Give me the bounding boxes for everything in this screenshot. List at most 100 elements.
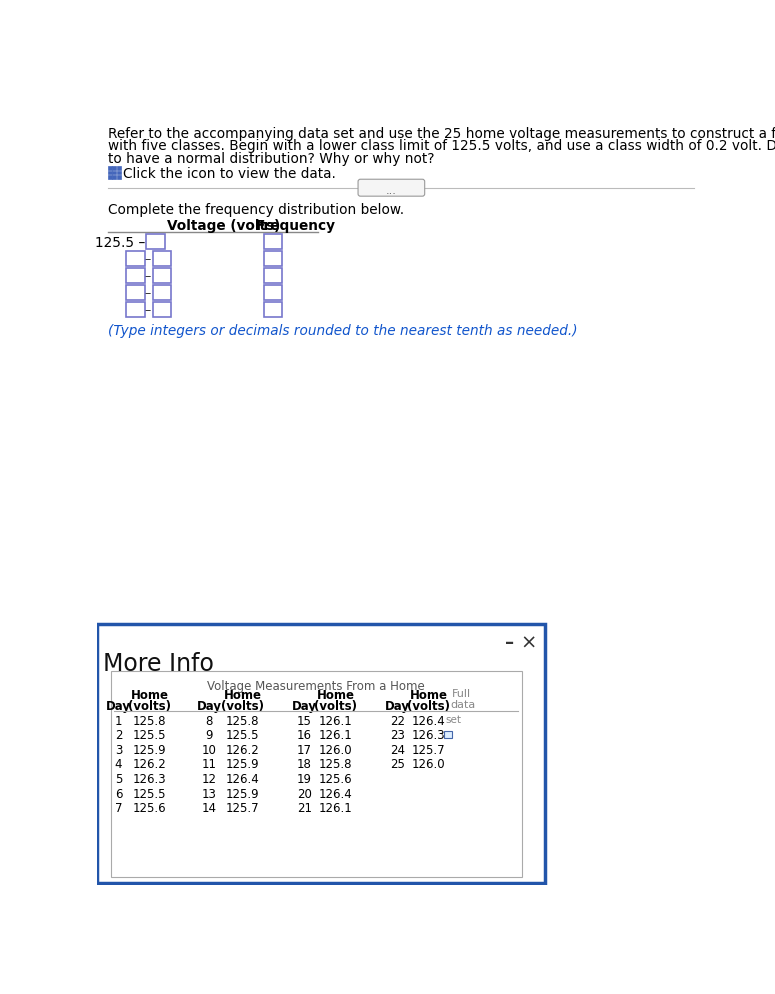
Text: Voltage (volts): Voltage (volts) — [167, 220, 280, 234]
Bar — [153, 302, 171, 318]
Text: 125.6: 125.6 — [133, 801, 167, 814]
Text: with five classes. Begin with a lower class limit of 125.5 volts, and use a clas: with five classes. Begin with a lower cl… — [108, 139, 775, 153]
Text: 125.9: 125.9 — [133, 744, 167, 756]
Text: 7: 7 — [115, 801, 122, 814]
Text: 18: 18 — [297, 757, 312, 770]
Text: ···: ··· — [386, 189, 397, 199]
Text: 125.6: 125.6 — [319, 772, 353, 785]
Bar — [117, 176, 121, 180]
Text: 126.2: 126.2 — [226, 744, 260, 756]
Text: 126.4: 126.4 — [226, 772, 260, 785]
Bar — [264, 285, 282, 301]
Text: Home: Home — [130, 689, 169, 702]
Bar — [146, 235, 165, 250]
Text: 24: 24 — [390, 744, 405, 756]
Text: Day: Day — [106, 699, 131, 713]
Text: –: – — [144, 304, 150, 317]
Text: (volts): (volts) — [314, 699, 357, 713]
Text: 23: 23 — [390, 729, 405, 742]
Text: 14: 14 — [202, 801, 217, 814]
Text: Complete the frequency distribution below.: Complete the frequency distribution belo… — [108, 203, 404, 217]
Text: 6: 6 — [115, 787, 122, 800]
Bar — [126, 302, 145, 318]
Text: 8: 8 — [205, 714, 213, 727]
Bar — [117, 167, 121, 171]
Text: –: – — [144, 270, 150, 283]
Text: 125.8: 125.8 — [319, 757, 353, 770]
Text: 126.1: 126.1 — [319, 729, 353, 742]
Text: (Type integers or decimals rounded to the nearest tenth as needed.): (Type integers or decimals rounded to th… — [108, 324, 577, 338]
Bar — [108, 167, 112, 171]
Text: data: data — [450, 699, 476, 710]
Text: 126.2: 126.2 — [133, 757, 167, 770]
Bar — [97, 624, 545, 883]
Text: 125.7: 125.7 — [412, 744, 446, 756]
Text: 4: 4 — [115, 757, 122, 770]
Text: 125.9: 125.9 — [226, 787, 260, 800]
Text: Home: Home — [316, 689, 355, 702]
Text: set: set — [446, 714, 462, 724]
Text: 9: 9 — [205, 729, 213, 742]
Text: 126.1: 126.1 — [319, 714, 353, 727]
Text: 5: 5 — [115, 772, 122, 785]
Text: 126.0: 126.0 — [319, 744, 353, 756]
Bar — [112, 167, 116, 171]
Bar — [108, 171, 112, 175]
Bar — [153, 285, 171, 301]
Text: 16: 16 — [297, 729, 312, 742]
Text: –: – — [144, 253, 150, 266]
Bar — [111, 672, 522, 877]
Text: 125.5: 125.5 — [226, 729, 260, 742]
Text: 10: 10 — [202, 744, 217, 756]
Text: 126.3: 126.3 — [133, 772, 167, 785]
Text: 15: 15 — [297, 714, 312, 727]
Text: 125.8: 125.8 — [133, 714, 167, 727]
Bar — [264, 268, 282, 284]
Text: 12: 12 — [202, 772, 217, 785]
Bar — [264, 302, 282, 318]
Text: 25: 25 — [390, 757, 405, 770]
Bar — [126, 268, 145, 284]
Bar — [153, 268, 171, 284]
Bar — [112, 176, 116, 180]
Bar — [153, 251, 171, 267]
Bar — [126, 285, 145, 301]
Text: 125.5: 125.5 — [133, 729, 167, 742]
Text: Full: Full — [452, 689, 471, 699]
Text: 126.4: 126.4 — [412, 714, 446, 727]
Text: Home: Home — [223, 689, 262, 702]
Bar — [112, 171, 116, 175]
Text: Day: Day — [385, 699, 410, 713]
Text: 20: 20 — [297, 787, 312, 800]
Text: 1: 1 — [115, 714, 122, 727]
Bar — [264, 235, 282, 250]
Text: 125.8: 125.8 — [226, 714, 260, 727]
Text: Click the icon to view the data.: Click the icon to view the data. — [123, 167, 336, 181]
Text: 125.7: 125.7 — [226, 801, 260, 814]
Text: –: – — [144, 287, 150, 300]
Bar — [444, 732, 452, 739]
Text: (volts): (volts) — [128, 699, 171, 713]
Bar — [117, 171, 121, 175]
FancyBboxPatch shape — [358, 180, 425, 197]
Text: 126.3: 126.3 — [412, 729, 446, 742]
Text: Refer to the accompanying data set and use the 25 home voltage measurements to c: Refer to the accompanying data set and u… — [108, 127, 775, 141]
Bar — [108, 176, 112, 180]
Text: 22: 22 — [390, 714, 405, 727]
Text: (volts): (volts) — [221, 699, 264, 713]
Text: (volts): (volts) — [407, 699, 450, 713]
Text: Day: Day — [197, 699, 222, 713]
Text: Voltage Measurements From a Home: Voltage Measurements From a Home — [208, 679, 425, 692]
Text: 126.0: 126.0 — [412, 757, 446, 770]
Text: 126.4: 126.4 — [319, 787, 353, 800]
Bar — [126, 251, 145, 267]
Text: 125.5: 125.5 — [133, 787, 167, 800]
Text: to have a normal distribution? Why or why not?: to have a normal distribution? Why or wh… — [108, 152, 434, 166]
Text: More Info: More Info — [103, 652, 214, 676]
Text: 125.9: 125.9 — [226, 757, 260, 770]
Bar — [264, 251, 282, 267]
Text: 17: 17 — [297, 744, 312, 756]
Text: Day: Day — [292, 699, 317, 713]
Text: 126.1: 126.1 — [319, 801, 353, 814]
Text: 11: 11 — [202, 757, 217, 770]
